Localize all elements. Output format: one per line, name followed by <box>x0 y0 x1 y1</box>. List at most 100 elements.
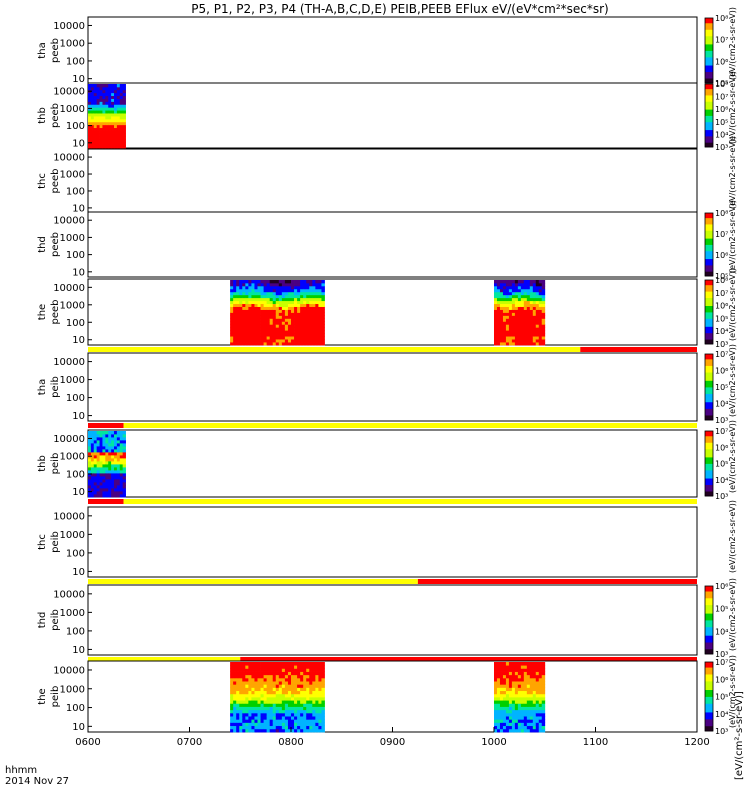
spectrogram-cell <box>108 440 112 444</box>
spectrogram-cell <box>278 285 283 290</box>
spectrogram-cell <box>494 339 498 343</box>
spectrogram-cell <box>291 291 295 296</box>
spectrogram-cell <box>236 294 240 299</box>
spectrogram-cell <box>102 476 106 480</box>
spectrogram-cell <box>538 339 543 343</box>
spectrogram-cell <box>312 665 316 669</box>
spectrogram-cell <box>245 700 249 704</box>
spectrogram-cell <box>321 309 325 313</box>
spectrogram-cell <box>287 282 292 287</box>
spectrogram-cell <box>538 728 543 733</box>
colorbar-cell <box>705 620 713 623</box>
spectrogram-cell <box>251 294 255 299</box>
spectrogram-cell <box>275 306 280 310</box>
spectrogram-cell <box>111 470 115 474</box>
spectrogram-cell <box>517 336 522 340</box>
spectrogram-cell <box>284 706 289 711</box>
spectrogram-cell <box>315 312 319 316</box>
panel-species-label: peeb <box>50 232 61 257</box>
spectrogram-cell <box>245 324 249 328</box>
spectrogram-cell <box>257 722 261 727</box>
spectrogram-cell <box>520 327 525 331</box>
spectrogram-cell <box>532 309 537 313</box>
spectrogram-cell <box>315 725 319 730</box>
spectrogram-cell <box>260 709 264 714</box>
spectrogram-cell <box>315 684 319 688</box>
y-tick-label-thb-peib: 10 <box>72 487 85 498</box>
spectrogram-cell <box>294 300 298 305</box>
spectrogram-cell <box>541 327 546 331</box>
spectrogram-cell <box>303 706 307 711</box>
spectrogram-cell <box>90 479 95 483</box>
spectrogram-cell <box>297 342 301 346</box>
spectrogram-cell <box>239 318 243 322</box>
spectrogram-cell <box>275 300 280 305</box>
spectrogram-cell <box>541 309 546 313</box>
spectrogram-cell <box>291 697 295 701</box>
spectrogram-cell <box>248 280 252 284</box>
spectrogram-cell <box>230 288 234 293</box>
spectrogram-cell <box>532 677 537 682</box>
spectrogram-cell <box>90 127 95 131</box>
spectrogram-cell <box>291 294 295 299</box>
colorbar-cell <box>705 440 713 443</box>
y-tick-label-tha-peib: 10000 <box>53 357 85 368</box>
spectrogram-cell <box>520 330 525 334</box>
spectrogram-cell <box>312 339 316 343</box>
spectrogram-cell <box>269 321 274 325</box>
spectrogram-cell <box>88 107 92 111</box>
spectrogram-cell <box>535 712 540 717</box>
spectrogram-cell <box>294 312 298 316</box>
spectrogram-cell <box>300 315 304 319</box>
spectrogram-cell <box>496 297 501 302</box>
spectrogram-cell <box>517 684 522 688</box>
spectrogram-cell <box>272 674 277 679</box>
spectrogram-cell <box>291 315 295 319</box>
spectrogram-cell <box>294 665 298 669</box>
spectrogram-cell <box>93 89 98 94</box>
spectrogram-cell <box>511 330 516 334</box>
spectrogram-cell <box>248 291 252 296</box>
spectrogram-cell <box>114 104 118 108</box>
spectrogram-cell <box>105 139 109 143</box>
spectrogram-cell <box>105 485 109 489</box>
colorbar-cell <box>705 487 713 490</box>
spectrogram-cell <box>499 677 504 682</box>
y-tick-label-thb-peeb: 10000 <box>53 87 85 98</box>
spectrogram-cell <box>505 668 510 672</box>
spectrogram-cell <box>508 306 513 310</box>
spectrogram-cell <box>538 306 543 310</box>
spectrogram-cell <box>535 677 540 682</box>
spectrogram-cell <box>287 662 292 666</box>
spectrogram-cell <box>494 321 498 325</box>
spectrogram-cell <box>239 690 243 695</box>
spectrogram-cell <box>315 321 319 325</box>
spectrogram-cell <box>254 725 258 730</box>
spectrogram-cell <box>257 662 261 666</box>
spectrogram-cell <box>263 306 268 310</box>
spectrogram-cell <box>514 303 519 307</box>
spectrogram-cell <box>494 336 498 340</box>
spectrogram-cell <box>114 443 118 447</box>
spectrogram-cell <box>108 139 112 143</box>
spectrogram-cell <box>111 130 115 134</box>
spectrogram-cell <box>291 690 295 695</box>
spectrogram-cell <box>251 297 255 302</box>
panel-species-label: peib <box>50 609 61 631</box>
spectrogram-cell <box>511 681 516 685</box>
spectrogram-cell <box>526 294 531 299</box>
spectrogram-cell <box>257 687 261 692</box>
spectrogram-cell <box>281 294 286 299</box>
spectrogram-cell <box>535 693 540 698</box>
spectrogram-cell <box>538 712 543 717</box>
colorbar-cell <box>705 473 713 476</box>
colorbar-cell <box>705 434 713 437</box>
spectrogram-cell <box>90 467 95 471</box>
panel-frame-the-peeb <box>87 278 698 346</box>
colorbar-cell <box>705 694 713 697</box>
spectrogram-cell <box>111 110 115 114</box>
spectrogram-cell <box>508 690 513 695</box>
spectrogram-cell <box>245 693 249 698</box>
spectrogram-cell <box>105 127 109 131</box>
colorbar-cell <box>705 227 713 230</box>
